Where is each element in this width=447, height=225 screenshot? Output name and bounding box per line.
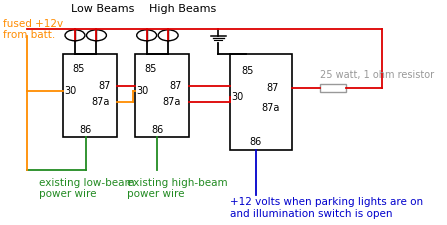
Text: existing low-beam
power wire: existing low-beam power wire (39, 178, 135, 199)
Text: 87a: 87a (91, 97, 110, 107)
Text: 87: 87 (98, 81, 110, 90)
Text: 85: 85 (241, 66, 254, 76)
Text: 87: 87 (170, 81, 182, 90)
Text: 86: 86 (79, 125, 92, 135)
Text: +12 volts when parking lights are on
and illumination switch is open: +12 volts when parking lights are on and… (230, 197, 424, 219)
Text: 30: 30 (232, 92, 244, 102)
Bar (320, 84, 346, 92)
Text: 30: 30 (64, 86, 76, 96)
Bar (135, 54, 189, 137)
Text: existing high-beam
power wire: existing high-beam power wire (127, 178, 228, 199)
Text: 85: 85 (73, 64, 85, 74)
Bar (63, 54, 117, 137)
Bar (230, 54, 292, 150)
Text: 87: 87 (266, 83, 278, 93)
Text: 87a: 87a (261, 103, 280, 113)
Text: fused +12v
from batt.: fused +12v from batt. (4, 19, 63, 40)
Text: 85: 85 (144, 64, 157, 74)
Text: 87a: 87a (163, 97, 181, 107)
Text: High Beams: High Beams (149, 4, 216, 13)
Text: 86: 86 (151, 125, 163, 135)
Text: 25 watt, 1 ohm resistor: 25 watt, 1 ohm resistor (320, 70, 434, 80)
Text: Low Beams: Low Beams (71, 4, 135, 13)
Text: 86: 86 (249, 137, 261, 147)
Text: 30: 30 (136, 86, 148, 96)
